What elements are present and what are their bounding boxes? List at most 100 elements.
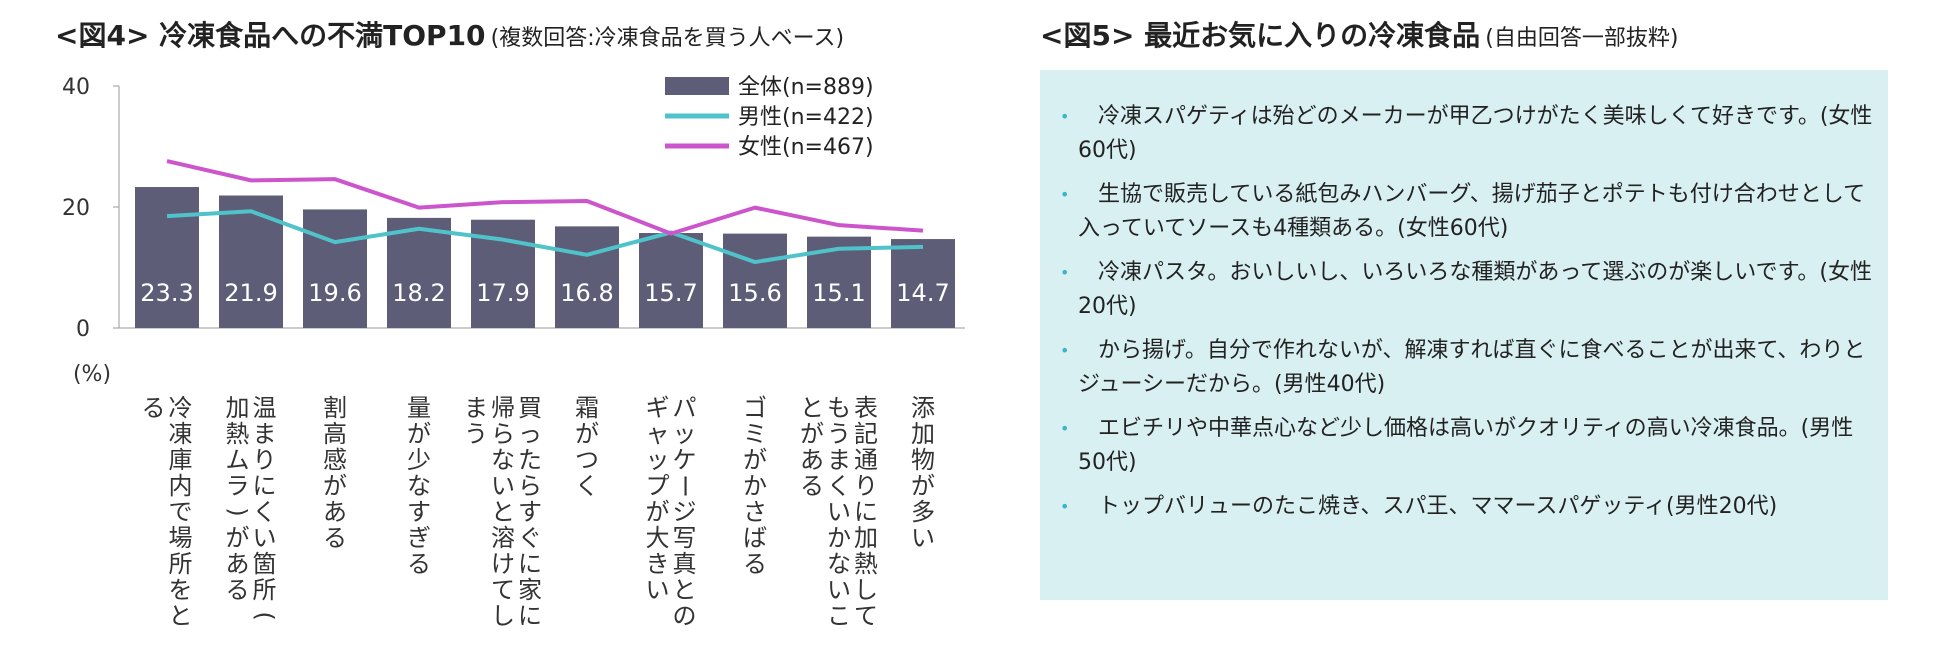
- x-tick-label-char: を: [169, 576, 193, 604]
- x-tick-label-char: ギ: [646, 394, 670, 422]
- bar-value-label: 21.9: [224, 279, 277, 307]
- bullet-icon: •: [1060, 185, 1070, 204]
- x-tick-label-char: た: [518, 446, 542, 474]
- x-tick-label-char: ミ: [743, 420, 767, 448]
- x-tick-label-char: す: [518, 498, 542, 526]
- x-tick-label-char: き: [646, 550, 670, 578]
- x-tick-label-char: パ: [673, 394, 697, 422]
- figure5-title-main: <図5> 最近お気に入りの冷凍食品: [1040, 19, 1481, 52]
- x-tick-label-char: ャ: [646, 420, 670, 448]
- bar-value-label: 18.2: [392, 279, 445, 307]
- x-tick-label-char: ぐ: [518, 524, 542, 552]
- bar-value-label: 16.8: [560, 279, 613, 307]
- comment-box: • 冷凍スパゲティは殆どのメーカーが甲乙つけがたく美味しくて好きです。(女性60代…: [1040, 70, 1888, 600]
- x-tick-label-char: な: [407, 472, 431, 500]
- x-tick-label-char: 箇: [253, 550, 277, 578]
- x-tick-label-char: り: [854, 472, 878, 500]
- x-tick-label-char: に: [518, 550, 542, 578]
- x-tick-label-char: 場: [169, 524, 193, 552]
- bar-value-label: 15.7: [644, 279, 697, 307]
- comment-item: • 冷凍スパゲティは殆どのメーカーが甲乙つけがたく美味しくて好きです。(女性60代…: [1060, 100, 1874, 168]
- x-tick-label-char: 割: [323, 394, 347, 422]
- x-tick-label-char: る: [226, 576, 250, 604]
- x-tick-label-char: に: [518, 602, 542, 630]
- x-tick-label-char: で: [169, 498, 193, 526]
- x-tick-label-char: ラ: [226, 472, 250, 500]
- x-tick-label-char: ゴ: [743, 394, 767, 422]
- y-tick-label: 0: [76, 317, 90, 342]
- x-tick-label-char: 霜: [575, 394, 599, 422]
- x-tick-label-char: が: [323, 472, 347, 500]
- x-tick-label-char: あ: [226, 550, 250, 578]
- x-tick-label-char: が: [575, 420, 599, 448]
- x-tick-label-char: 帰: [491, 394, 515, 422]
- x-tick-label-char: 凍: [169, 420, 193, 448]
- comment-item: • エビチリや中華点心など少し価格は高いがクオリティの高い冷凍食品。(男性50代): [1060, 412, 1874, 480]
- x-tick-label-char: い: [827, 498, 851, 526]
- x-tick-label-char: い: [253, 524, 277, 552]
- x-tick-label-char: ッ: [673, 420, 697, 448]
- comment-item: • 生協で販売している紙包みハンバーグ、揚げ茄子とポテトも付け合わせとして入ってい…: [1060, 178, 1874, 246]
- chart-figure4: 0 20 40 (%) 23.3 21.9 19.6 18.2 17.9 16.8 15.7 15.6…: [62, 75, 965, 630]
- y-tick-label: 20: [62, 196, 90, 221]
- comment-item: • から揚げ。自分で作れないが、解凍すれば直ぐに食べることが出来て、わりとジューシ…: [1060, 334, 1874, 402]
- x-tick-label-char: ま: [253, 420, 277, 448]
- x-tick-label-char: 所: [253, 576, 277, 604]
- x-tick-label-char: と: [800, 394, 824, 422]
- x-tick-label-char: の: [673, 602, 697, 630]
- x-tick-label-char: ジ: [673, 498, 697, 526]
- x-tick-label-char: す: [407, 498, 431, 526]
- legend-swatch: [665, 77, 729, 95]
- x-tick-label-char: 多: [911, 498, 935, 526]
- bullet-icon: •: [1060, 263, 1070, 282]
- x-tick-label-char: 熱: [854, 550, 878, 578]
- x-tick-label-char: つ: [575, 446, 599, 474]
- bar: [639, 233, 703, 328]
- x-tick-label-char: が: [911, 472, 935, 500]
- figure5-title-sub: (自由回答一部抜粋): [1485, 26, 1679, 51]
- x-tick-label-char: 買: [518, 394, 542, 422]
- comment-text: 冷凍パスタ。おいしいし、いろいろな種類があって選ぶのが楽しいです。(女性20代): [1078, 260, 1872, 319]
- comment-item: • トップバリューのたこ焼き、スパ王、ママースパゲッティ(男性20代): [1060, 490, 1874, 524]
- legend-label: 女性(n=467): [738, 135, 874, 160]
- bar: [219, 195, 283, 328]
- x-tick-label-char: 表: [854, 394, 878, 422]
- figure5-title: <図5> 最近お気に入りの冷凍食品 (自由回答一部抜粋): [1040, 14, 1678, 54]
- x-tick-label-char: な: [491, 446, 515, 474]
- x-tick-label-char: く: [575, 472, 599, 500]
- bar-value-label: 17.9: [476, 279, 529, 307]
- x-tick-label-char: う: [464, 420, 488, 448]
- x-tick-label-char: ば: [743, 524, 767, 552]
- x-tick-label-char: い: [911, 524, 935, 552]
- x-tick-label-char: 庫: [169, 446, 193, 474]
- x-tick-label-char: 加: [854, 524, 878, 552]
- x-tick-label-char: ): [224, 507, 252, 516]
- x-tick-label-char: る: [800, 472, 824, 500]
- x-tick-label-char: こ: [827, 602, 851, 630]
- x-tick-label-char: も: [827, 394, 851, 422]
- x-tick-label-char: あ: [800, 446, 824, 474]
- x-tick-label-char: り: [253, 446, 277, 474]
- x-tick-label-char: る: [142, 394, 166, 422]
- x-tick-label-char: ま: [827, 446, 851, 474]
- x-tick-label-char: う: [827, 420, 851, 448]
- bar: [303, 209, 367, 328]
- bar: [555, 226, 619, 328]
- x-tick-label-char: が: [800, 420, 824, 448]
- series-line: [166, 209, 924, 265]
- x-tick-label-char: る: [323, 524, 347, 552]
- legend-label: 男性(n=422): [738, 105, 874, 130]
- x-tick-label-char: (: [251, 611, 279, 620]
- figure4-title-main: <図4> 冷凍食品への不満TOP10: [55, 19, 486, 52]
- bar: [723, 233, 787, 328]
- comment-text: 生協で販売している紙包みハンバーグ、揚げ茄子とポテトも付け合わせとして入っていて…: [1078, 182, 1866, 241]
- x-tick-label-char: て: [854, 602, 878, 630]
- bullet-icon: •: [1060, 341, 1070, 360]
- bar: [135, 187, 199, 328]
- legend-label: 全体(n=889): [738, 75, 874, 100]
- x-tick-label-char: 溶: [491, 524, 515, 552]
- x-tick-label-char: な: [827, 550, 851, 578]
- x-tick-label-char: ま: [464, 394, 488, 422]
- x-tick-label-char: 通: [854, 446, 878, 474]
- x-tick-label-char: 家: [518, 576, 542, 604]
